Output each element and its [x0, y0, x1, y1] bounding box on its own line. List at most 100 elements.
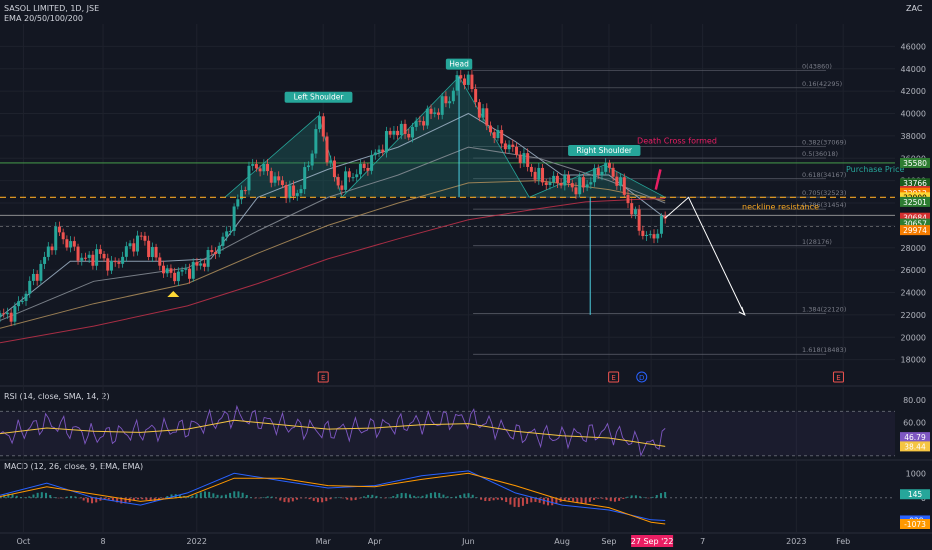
candle [637, 209, 641, 231]
ema-line [0, 180, 666, 329]
candle [50, 246, 54, 251]
candle [102, 253, 106, 259]
candle [98, 249, 102, 254]
rsi-value-tag-bg [900, 441, 930, 452]
candle [381, 149, 385, 153]
candle [87, 254, 91, 258]
macd-label[interactable]: MACD (12, 26, close, 9, EMA, EMA) [4, 462, 144, 471]
candle [199, 263, 203, 266]
y-tick-label: 26000 [901, 266, 926, 275]
candle [314, 129, 318, 154]
candle [656, 233, 660, 239]
macd-histogram-bar [555, 497, 558, 504]
macd-histogram-bar [162, 497, 165, 499]
candle [69, 241, 73, 248]
candle [548, 182, 552, 185]
macd-histogram-bar [224, 494, 227, 498]
candle [351, 177, 355, 179]
macd-histogram-bar [203, 491, 206, 498]
candle [318, 116, 322, 130]
fib-label: 0.786(31454) [802, 201, 846, 209]
candle [622, 177, 626, 195]
macd-histogram-bar [639, 496, 642, 498]
macd-histogram-bar [651, 496, 654, 498]
symbol-title[interactable]: SASOL LIMITED, 1D, JSE [4, 4, 100, 13]
macd-histogram-bar [438, 492, 441, 498]
candle [370, 155, 374, 171]
fib-label: 0.16(42295) [802, 80, 842, 88]
macd-histogram-bar [70, 496, 73, 498]
candle [451, 90, 455, 102]
candle [362, 163, 366, 168]
macd-histogram-bar [178, 494, 181, 498]
indicator-legend[interactable]: EMA 20/50/100/200 [4, 14, 83, 23]
candle [2, 313, 6, 315]
candle [243, 190, 247, 192]
ema-line [0, 146, 666, 321]
fib-label: 0.382(37069) [802, 138, 846, 146]
candle [563, 175, 567, 186]
macd-histogram-bar [191, 495, 194, 498]
macd-histogram-bar [170, 494, 173, 498]
candle [518, 154, 522, 164]
macd-histogram-bar [354, 497, 357, 501]
macd-histogram-bar [434, 492, 437, 498]
candle [251, 164, 255, 166]
macd-histogram-bar [208, 491, 211, 498]
y-tick-label: 18000 [901, 356, 926, 365]
macd-histogram-bar [53, 497, 56, 498]
macd-histogram-bar [379, 497, 382, 498]
neckline-label: neckline resistance [742, 202, 819, 211]
candle [258, 168, 262, 172]
candle [410, 126, 414, 138]
candle [459, 75, 463, 79]
macd-histogram-bar [19, 497, 22, 498]
candle [444, 96, 448, 104]
macd-histogram-bar [241, 492, 244, 498]
candle [489, 125, 493, 133]
candle [496, 130, 500, 139]
macd-histogram-bar [300, 497, 303, 499]
rsi-label[interactable]: RSI (14, close, SMA, 14, 2) [4, 392, 110, 401]
left-shoulder-label: Left Shoulder [294, 93, 345, 102]
macd-histogram-bar [279, 497, 282, 501]
candle [555, 175, 559, 184]
candle [384, 131, 388, 153]
candle [132, 243, 136, 252]
candle [273, 176, 277, 183]
candle [485, 108, 489, 126]
candle [20, 300, 24, 302]
macd-histogram-bar [618, 497, 621, 501]
macd-histogram-bar [588, 497, 591, 502]
macd-histogram-bar [28, 496, 31, 498]
macd-histogram-bar [32, 494, 35, 498]
fib-label: 0.618(34167) [802, 171, 846, 179]
candle [325, 136, 329, 163]
macd-histogram-bar [408, 494, 411, 498]
x-tick-label: Oct [16, 537, 30, 546]
candle [162, 265, 166, 274]
candle [143, 235, 147, 241]
candle [173, 272, 177, 282]
candle [500, 130, 504, 144]
candle [503, 143, 507, 150]
y-tick-label: 28000 [901, 244, 926, 253]
macd-histogram-bar [40, 492, 43, 498]
macd-histogram-bar [404, 493, 407, 498]
macd-histogram-bar [95, 497, 98, 503]
macd-histogram-bar [49, 495, 52, 498]
candle [611, 167, 615, 177]
candle [399, 123, 403, 136]
macd-histogram-bar [270, 496, 273, 498]
macd-histogram-bar [254, 497, 257, 499]
macd-histogram-bar [346, 497, 349, 500]
macd-histogram-bar [505, 497, 508, 502]
candle [217, 245, 221, 254]
candle [340, 185, 344, 190]
candle [266, 164, 270, 172]
candle [295, 193, 299, 196]
candle [139, 235, 143, 237]
macd-histogram-bar [250, 497, 253, 498]
